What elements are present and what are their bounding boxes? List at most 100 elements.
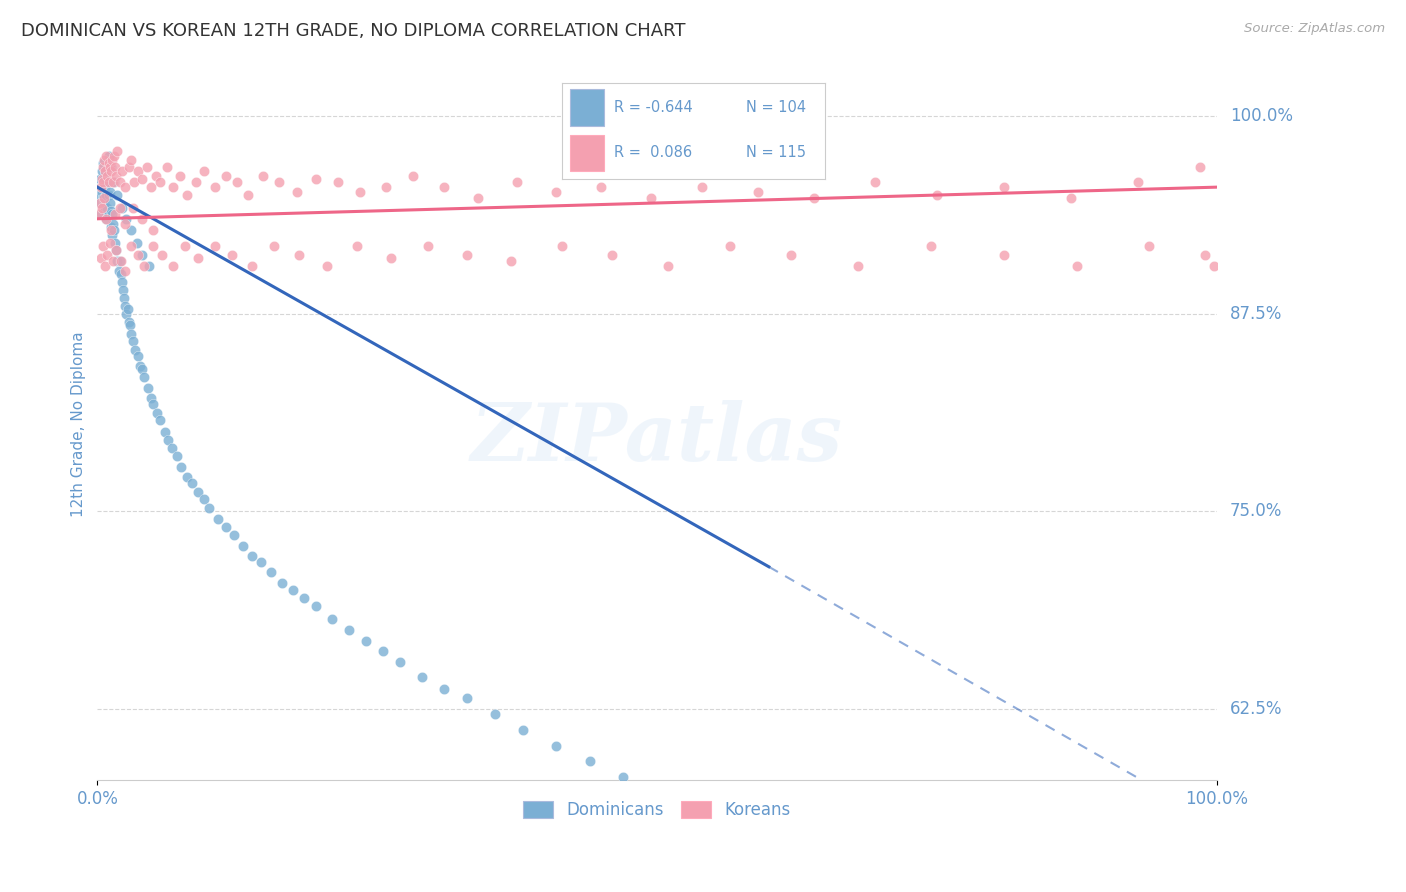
- Point: [222, 528, 245, 542]
- Point: [215, 520, 238, 534]
- Point: [101, 227, 124, 242]
- Point: [402, 169, 425, 183]
- Point: [589, 180, 612, 194]
- Point: [112, 283, 135, 297]
- Point: [546, 739, 568, 753]
- Point: [467, 191, 489, 205]
- Point: [103, 148, 125, 162]
- Point: [156, 160, 179, 174]
- Point: [240, 549, 263, 563]
- Point: [131, 362, 153, 376]
- Point: [150, 248, 173, 262]
- Point: [128, 359, 150, 373]
- Point: [863, 175, 886, 189]
- Point: [97, 175, 120, 189]
- Point: [111, 275, 134, 289]
- Point: [193, 491, 215, 506]
- Point: [111, 164, 134, 178]
- Point: [292, 591, 315, 606]
- Point: [96, 175, 118, 189]
- Point: [101, 217, 124, 231]
- Point: [184, 175, 207, 189]
- Point: [600, 248, 623, 262]
- Point: [149, 412, 172, 426]
- Point: [252, 169, 274, 183]
- Y-axis label: 12th Grade, No Diploma: 12th Grade, No Diploma: [72, 332, 86, 517]
- Point: [134, 370, 156, 384]
- Point: [142, 397, 165, 411]
- Point: [718, 238, 741, 252]
- Point: [162, 441, 184, 455]
- Point: [153, 425, 176, 440]
- Text: 62.5%: 62.5%: [1230, 700, 1282, 718]
- Point: [105, 169, 128, 183]
- Point: [145, 169, 167, 183]
- Point: [139, 180, 162, 194]
- Point: [96, 201, 118, 215]
- Point: [93, 191, 115, 205]
- Point: [456, 248, 478, 262]
- Point: [89, 196, 111, 211]
- Point: [149, 175, 172, 189]
- Point: [97, 148, 120, 162]
- Point: [993, 180, 1015, 194]
- Point: [97, 188, 120, 202]
- Point: [91, 156, 114, 170]
- Point: [346, 238, 368, 252]
- Text: ZIPatlas: ZIPatlas: [471, 400, 844, 477]
- Point: [207, 512, 229, 526]
- Point: [114, 180, 136, 194]
- Point: [118, 315, 141, 329]
- Point: [578, 754, 600, 768]
- Point: [501, 254, 523, 268]
- Point: [337, 623, 360, 637]
- Point: [89, 196, 111, 211]
- Point: [354, 634, 377, 648]
- Point: [94, 164, 117, 178]
- Point: [136, 381, 159, 395]
- Point: [747, 185, 769, 199]
- Point: [90, 180, 112, 194]
- Point: [94, 164, 117, 178]
- Point: [105, 244, 128, 258]
- Point: [118, 160, 141, 174]
- Point: [142, 223, 165, 237]
- Point: [512, 723, 534, 737]
- Point: [198, 501, 221, 516]
- Point: [371, 643, 394, 657]
- Point: [304, 599, 326, 614]
- Point: [96, 169, 118, 183]
- Point: [90, 201, 112, 215]
- Point: [166, 449, 188, 463]
- Point: [100, 219, 122, 234]
- Point: [285, 185, 308, 199]
- Point: [96, 188, 118, 202]
- Point: [267, 175, 290, 189]
- Point: [98, 160, 121, 174]
- Point: [98, 196, 121, 211]
- Point: [87, 188, 110, 202]
- Point: [103, 175, 125, 189]
- Point: [249, 555, 271, 569]
- Point: [122, 334, 145, 348]
- Point: [145, 406, 167, 420]
- Point: [380, 252, 402, 266]
- Point: [546, 185, 568, 199]
- Point: [90, 172, 112, 186]
- Point: [107, 264, 129, 278]
- Point: [260, 565, 283, 579]
- Point: [96, 211, 118, 226]
- Point: [105, 244, 128, 258]
- Point: [240, 259, 263, 273]
- Point: [91, 238, 114, 252]
- Point: [114, 217, 136, 231]
- Point: [94, 259, 117, 273]
- Point: [101, 207, 124, 221]
- Point: [120, 327, 142, 342]
- Point: [232, 539, 254, 553]
- Point: [263, 238, 285, 252]
- Point: [142, 238, 165, 252]
- Point: [1204, 259, 1226, 273]
- Legend: Dominicans, Koreans: Dominicans, Koreans: [517, 794, 797, 825]
- Point: [156, 434, 179, 448]
